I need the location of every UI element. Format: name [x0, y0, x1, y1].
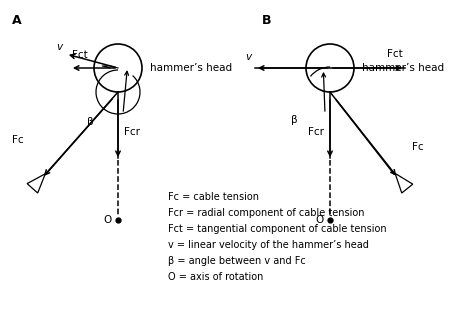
Text: O: O	[316, 215, 324, 225]
Text: v: v	[56, 42, 62, 52]
Text: v: v	[245, 52, 251, 62]
Text: β = angle between v and Fc: β = angle between v and Fc	[168, 256, 306, 266]
Text: β: β	[87, 117, 93, 127]
Text: Fct: Fct	[72, 50, 88, 60]
Text: Fct = tangential component of cable tension: Fct = tangential component of cable tens…	[168, 224, 387, 234]
Text: Fc: Fc	[412, 142, 424, 152]
Text: O: O	[104, 215, 112, 225]
Text: Fc = cable tension: Fc = cable tension	[168, 192, 259, 202]
Text: Fc: Fc	[12, 135, 24, 145]
Text: v = linear velocity of the hammer’s head: v = linear velocity of the hammer’s head	[168, 240, 369, 250]
Text: hammer’s head: hammer’s head	[150, 63, 232, 73]
Text: β: β	[291, 115, 297, 125]
Text: Fcr: Fcr	[308, 127, 324, 137]
Text: B: B	[262, 14, 272, 27]
Text: Fct: Fct	[387, 49, 403, 59]
Text: O = axis of rotation: O = axis of rotation	[168, 272, 264, 282]
Text: A: A	[12, 14, 22, 27]
Text: Fcr = radial component of cable tension: Fcr = radial component of cable tension	[168, 208, 365, 218]
Text: hammer’s head: hammer’s head	[362, 63, 444, 73]
Text: Fcr: Fcr	[124, 127, 140, 137]
